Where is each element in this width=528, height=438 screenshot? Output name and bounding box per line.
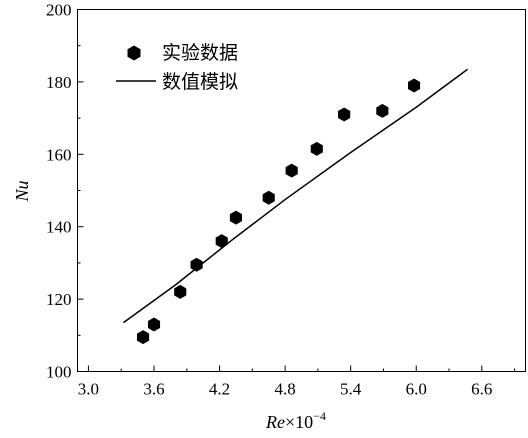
experimental-data-point [310, 141, 323, 156]
y-tick-label: 200 [46, 1, 72, 20]
legend-label-simulation: 数值模拟 [162, 71, 238, 93]
x-tick-label: 6.0 [406, 380, 427, 399]
x-axis-title-base: Re [265, 412, 285, 432]
plot-frame [77, 9, 526, 372]
y-tick-label: 160 [46, 145, 72, 164]
x-tick-label: 3.0 [78, 380, 99, 399]
legend-label-experimental: 实验数据 [162, 42, 238, 64]
legend-marker-experimental [127, 45, 141, 61]
x-axis-title-multiplier: ×10 [285, 412, 313, 432]
experimental-data-point [190, 257, 203, 272]
x-tick-label: 4.8 [274, 380, 295, 399]
x-axis-title: Re×10−4 [265, 409, 326, 432]
experimental-data-point [376, 103, 389, 118]
y-axis-title: Nu [12, 180, 32, 202]
x-tick-label: 3.6 [143, 380, 164, 399]
experimental-data-point [262, 190, 275, 205]
experimental-data-point [147, 317, 161, 332]
simulation-line [122, 68, 469, 324]
experimental-data-point [137, 330, 150, 345]
series-layer [122, 68, 469, 345]
y-tick-label: 100 [46, 363, 72, 382]
x-tick-label: 5.4 [340, 380, 362, 399]
x-tick-label: 4.2 [209, 380, 230, 399]
y-tick-label: 120 [46, 290, 72, 309]
experimental-data-point [285, 163, 298, 178]
x-axis-title-exponent: −4 [313, 409, 326, 423]
experimental-data-point [229, 210, 242, 225]
x-axis-ticks: 3.0 3.6 4.2 4.8 5.4 6.0 6.6 [78, 365, 516, 399]
experimental-data-point [407, 78, 421, 93]
experimental-data-point [215, 234, 228, 249]
x-tick-label: 6.6 [471, 380, 492, 399]
y-tick-label: 140 [46, 218, 72, 237]
experimental-data-point [174, 284, 187, 299]
y-tick-label: 180 [46, 73, 72, 92]
y-axis-ticks: 100 120 140 160 180 200 [46, 1, 84, 382]
experimental-data-point [338, 107, 351, 122]
legend: 实验数据 数值模拟 [116, 42, 238, 93]
